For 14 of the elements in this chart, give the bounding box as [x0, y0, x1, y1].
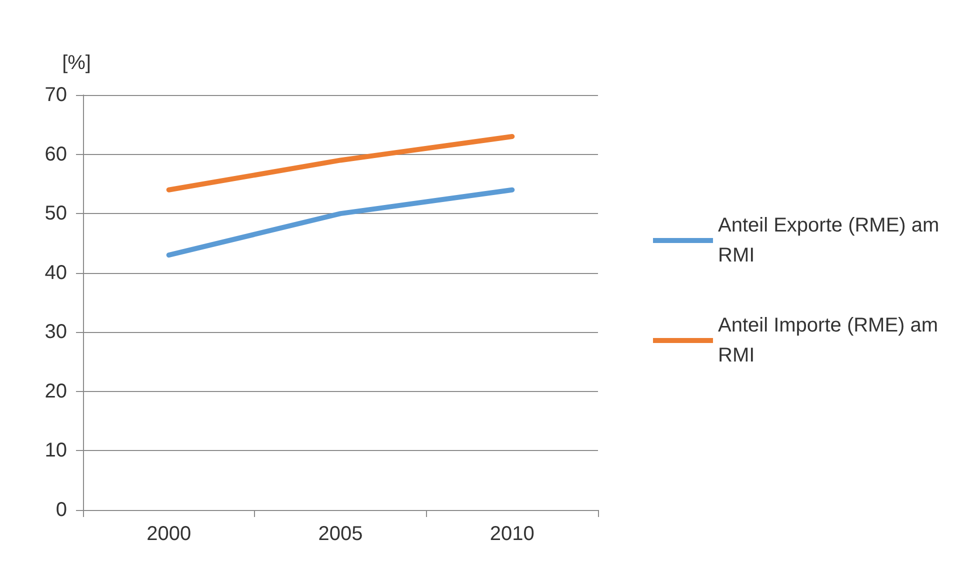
y-tick-label: 30 — [44, 321, 67, 344]
y-tick-label: 10 — [44, 440, 67, 462]
x-tick-label: 2005 — [318, 523, 363, 545]
y-axis-title: [%] — [62, 52, 91, 74]
legend-label: Anteil Importe (RME) am RMI — [718, 314, 944, 366]
y-tick-label: 50 — [44, 202, 67, 225]
legend-label: Anteil Exporte (RME) am RMI — [718, 214, 945, 266]
y-tick-label: 0 — [56, 499, 67, 521]
x-tick-label: 2000 — [146, 523, 192, 545]
y-tick-label: 40 — [44, 262, 67, 284]
x-tick-label: 2010 — [490, 523, 534, 545]
y-tick-label: 70 — [44, 84, 67, 106]
y-tick-label: 60 — [44, 143, 67, 166]
y-tick-label: 20 — [44, 380, 67, 402]
